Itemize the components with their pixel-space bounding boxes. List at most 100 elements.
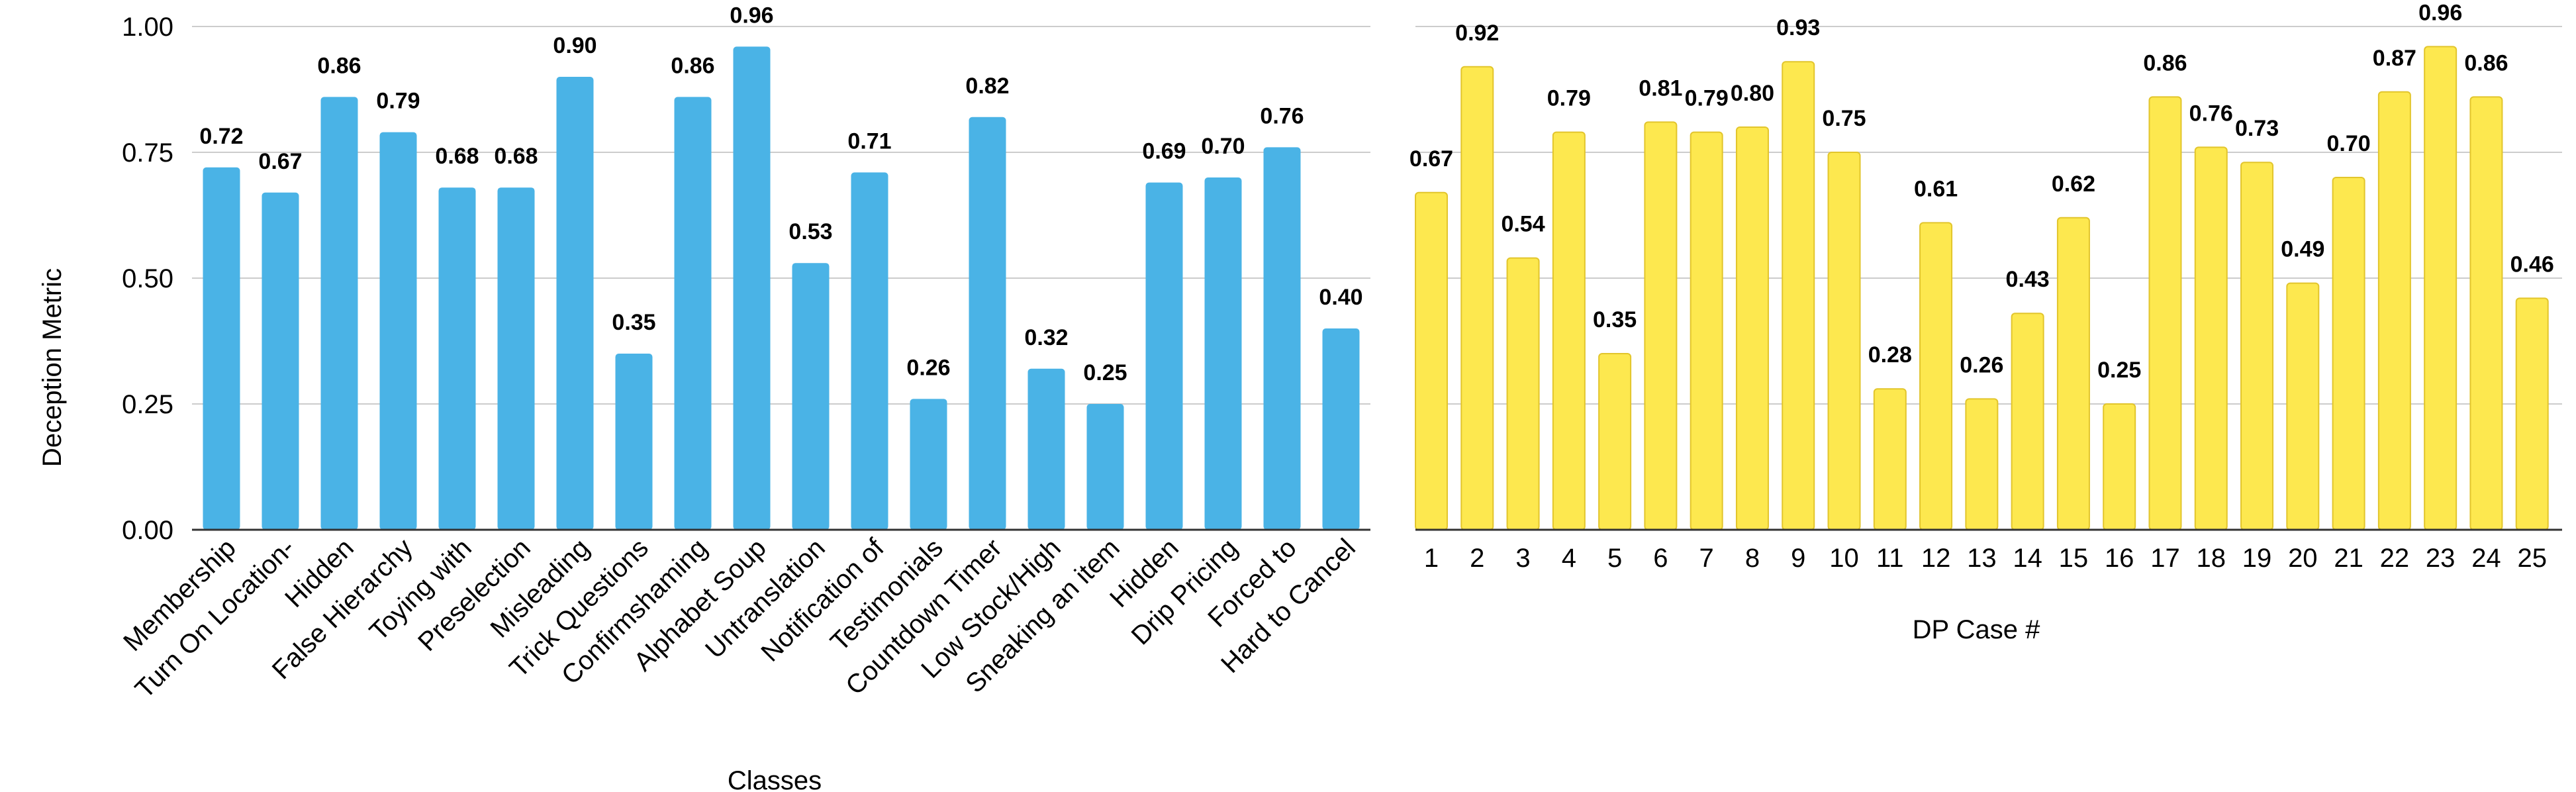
- chart2-bar[interactable]: [1965, 398, 1999, 531]
- chart1-bar[interactable]: [320, 97, 358, 530]
- chart2-bar[interactable]: [2515, 297, 2549, 530]
- chart1-y-tick-label: 0.00: [122, 516, 173, 545]
- chart1-bar[interactable]: [1322, 328, 1360, 530]
- chart1-bar[interactable]: [674, 97, 712, 530]
- chart2-data-label: 0.43: [2006, 267, 2050, 292]
- chart2-data-label: 0.28: [1868, 342, 1912, 368]
- chart2-data-label: 0.73: [2235, 116, 2279, 141]
- chart2-bar[interactable]: [2469, 96, 2503, 530]
- chart2-bar[interactable]: [1919, 222, 1953, 530]
- chart2-data-label: 0.49: [2281, 237, 2324, 262]
- chart2-data-label: 0.54: [1501, 212, 1545, 237]
- chart1-bar[interactable]: [1204, 177, 1242, 530]
- chart1-y-tick-label: 0.50: [122, 264, 173, 293]
- chart1-bar[interactable]: [497, 187, 535, 530]
- chart2-bar[interactable]: [2377, 91, 2411, 531]
- chart1-data-label: 0.32: [1024, 325, 1068, 350]
- chart1-data-label: 0.69: [1142, 139, 1186, 164]
- chart2-data-label: 0.93: [1776, 15, 1820, 40]
- chart2-bar[interactable]: [1690, 131, 1723, 531]
- chart2-bar[interactable]: [1782, 61, 1815, 530]
- chart2-x-tick-label: 20: [2288, 544, 2318, 573]
- chart1-gridlines: [192, 26, 1370, 405]
- chart2-x-tick-label: 22: [2380, 544, 2410, 573]
- chart1-bar[interactable]: [262, 192, 299, 530]
- chart1-data-label: 0.86: [671, 53, 714, 78]
- chart2-bar[interactable]: [2148, 96, 2182, 530]
- chart2-x-tick-label: 1: [1424, 544, 1439, 573]
- chart1-data-label: 0.70: [1201, 134, 1245, 159]
- chart2-x-tick-label: 6: [1653, 544, 1668, 573]
- chart2-x-tick-label: 19: [2242, 544, 2272, 573]
- chart2-x-tick-label: 17: [2150, 544, 2180, 573]
- chart2-x-tick-label: 25: [2517, 544, 2547, 573]
- chart1-bar[interactable]: [1263, 147, 1301, 530]
- chart2-bar[interactable]: [2056, 217, 2090, 530]
- chart2-bar[interactable]: [2286, 282, 2320, 530]
- chart2-bars: 0.670.920.540.790.350.81 0.79 0.800.930.75…: [1409, 0, 2554, 531]
- chart2-data-label: 0.46: [2510, 252, 2554, 277]
- chart2-x-tick-label: 5: [1607, 544, 1622, 573]
- chart2-data-label: 0.70: [2327, 131, 2371, 156]
- chart1-bar[interactable]: [615, 354, 653, 530]
- chart2-data-label: 0.67: [1409, 146, 1453, 172]
- chart2-data-label: 0.62: [2052, 172, 2095, 197]
- chart2-bar[interactable]: [2194, 146, 2228, 530]
- chart2-bar[interactable]: [1598, 353, 1632, 530]
- chart1-data-label: 0.68: [494, 144, 538, 169]
- chart1-bar[interactable]: [733, 46, 771, 530]
- chart1-data-label: 0.96: [730, 3, 773, 28]
- chart1-data-label: 0.35: [612, 310, 655, 335]
- chart2-x-tick-label: 23: [2426, 544, 2456, 573]
- chart1-bar[interactable]: [910, 399, 947, 530]
- chart-deception-by-case: DP Case # 0.670.920.540.790.350.81 0.79 0.…: [1409, 0, 2562, 644]
- chart-deception-by-class: Deception Metric Classes 0.00 0.25 0.50 0.7…: [38, 3, 1370, 792]
- chart2-x-axis-label: DP Case #: [1913, 615, 2040, 644]
- chart1-bar[interactable]: [792, 263, 830, 530]
- chart2-bar[interactable]: [1460, 66, 1494, 531]
- chart1-bar[interactable]: [379, 132, 417, 530]
- chart2-data-label: 0.96: [2418, 0, 2462, 25]
- chart1-data-label: 0.67: [258, 149, 302, 174]
- chart2-data-label: 0.79: [1685, 86, 1729, 111]
- chart1-y-axis-label: Deception Metric: [38, 268, 67, 467]
- chart2-bar[interactable]: [2103, 403, 2136, 530]
- chart2-bar[interactable]: [1827, 152, 1861, 530]
- chart2-bar[interactable]: [2332, 177, 2365, 530]
- chart1-data-label: 0.53: [788, 219, 832, 244]
- chart1-bar[interactable]: [1145, 182, 1183, 530]
- chart1-y-tick-label: 0.25: [122, 390, 173, 419]
- chart1-bar[interactable]: [969, 117, 1006, 530]
- chart2-data-label: 0.86: [2143, 50, 2187, 75]
- chart1-data-label: 0.71: [847, 128, 891, 154]
- chart1-bar[interactable]: [1027, 368, 1065, 530]
- chart1-data-label: 0.76: [1260, 103, 1304, 128]
- chart2-bar[interactable]: [1644, 121, 1678, 530]
- chart2-x-tick-label: 18: [2197, 544, 2226, 573]
- chart2-x-tick-label: 12: [1921, 544, 1951, 573]
- chart2-bar[interactable]: [1552, 131, 1586, 531]
- chart2-x-tick-label: 4: [1562, 544, 1576, 573]
- chart1-bar[interactable]: [203, 167, 240, 530]
- chart1-bar[interactable]: [438, 187, 476, 530]
- chart2-data-label: 0.87: [2373, 46, 2416, 71]
- chart1-bar[interactable]: [851, 172, 888, 530]
- chart2-bar[interactable]: [1735, 126, 1769, 530]
- chart2-data-label: 0.86: [2464, 50, 2508, 75]
- chart2-bar[interactable]: [2011, 313, 2044, 530]
- chart2-data-label: 0.61: [1914, 176, 1958, 201]
- chart2-bar[interactable]: [2424, 46, 2457, 530]
- chart2-data-label: 0.80: [1731, 81, 1774, 106]
- chart2-x-tick-label: 13: [1967, 544, 1997, 573]
- chart2-bar[interactable]: [1506, 257, 1540, 530]
- chart2-bar[interactable]: [1873, 388, 1907, 531]
- chart2-bar[interactable]: [1415, 191, 1448, 530]
- chart2-data-label: 0.35: [1593, 307, 1637, 332]
- chart2-x-tick-label: 16: [2105, 544, 2134, 573]
- chart2-bar[interactable]: [2240, 162, 2274, 530]
- chart1-data-label: 0.90: [553, 33, 596, 58]
- chart1-bar[interactable]: [556, 77, 594, 530]
- chart1-bar[interactable]: [1086, 404, 1124, 530]
- chart2-x-tick-label: 7: [1699, 544, 1714, 573]
